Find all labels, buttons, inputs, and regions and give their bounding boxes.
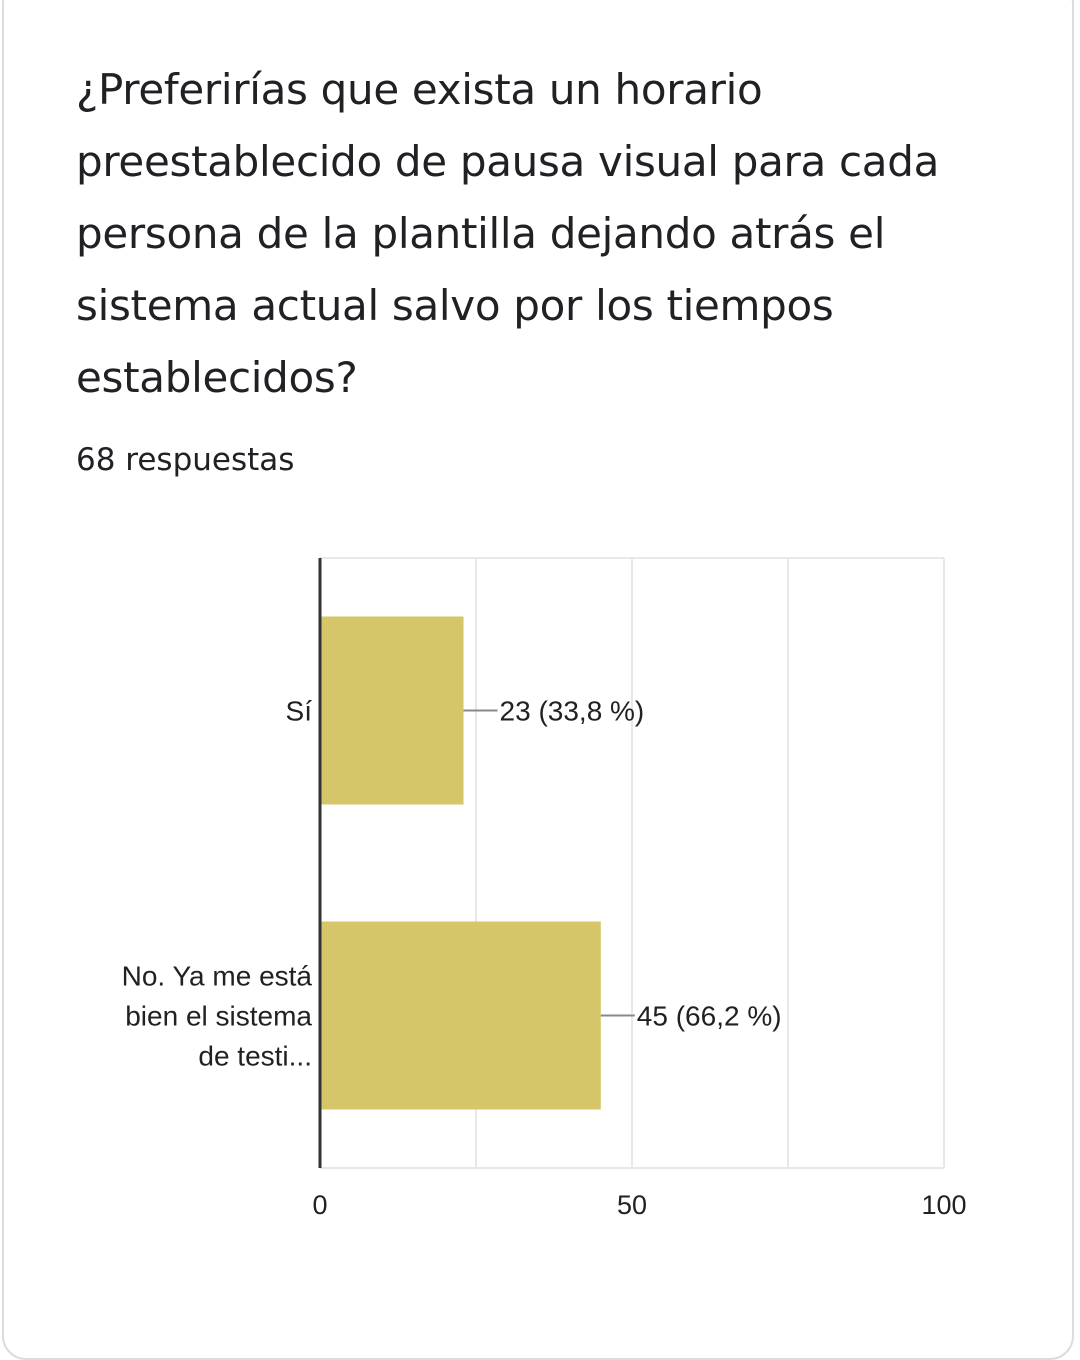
bar <box>320 921 601 1110</box>
chart-labels: 23 (33,8 %) Sí 45 (66,2 %) No. Ya me está bi… <box>122 696 782 1072</box>
category-label: bien el sistema <box>125 1001 312 1032</box>
category-label: de testi... <box>198 1041 312 1072</box>
chart-axes: 0 50 100 <box>312 558 967 1220</box>
bar-data-label: 23 (33,8 %) <box>500 696 645 727</box>
bar-data-label: 45 (66,2 %) <box>637 1001 782 1032</box>
x-tick-label: 100 <box>921 1190 966 1220</box>
chart-bars <box>320 616 601 1110</box>
x-tick-label: 50 <box>617 1190 647 1220</box>
category-label: No. Ya me está <box>122 961 313 992</box>
bar <box>320 616 464 805</box>
x-tick-label: 0 <box>312 1190 327 1220</box>
question-title: ¿Preferirías que exista un horario prees… <box>76 65 940 402</box>
category-label: Sí <box>286 696 313 727</box>
responses-count: 68 respuestas <box>76 442 295 478</box>
